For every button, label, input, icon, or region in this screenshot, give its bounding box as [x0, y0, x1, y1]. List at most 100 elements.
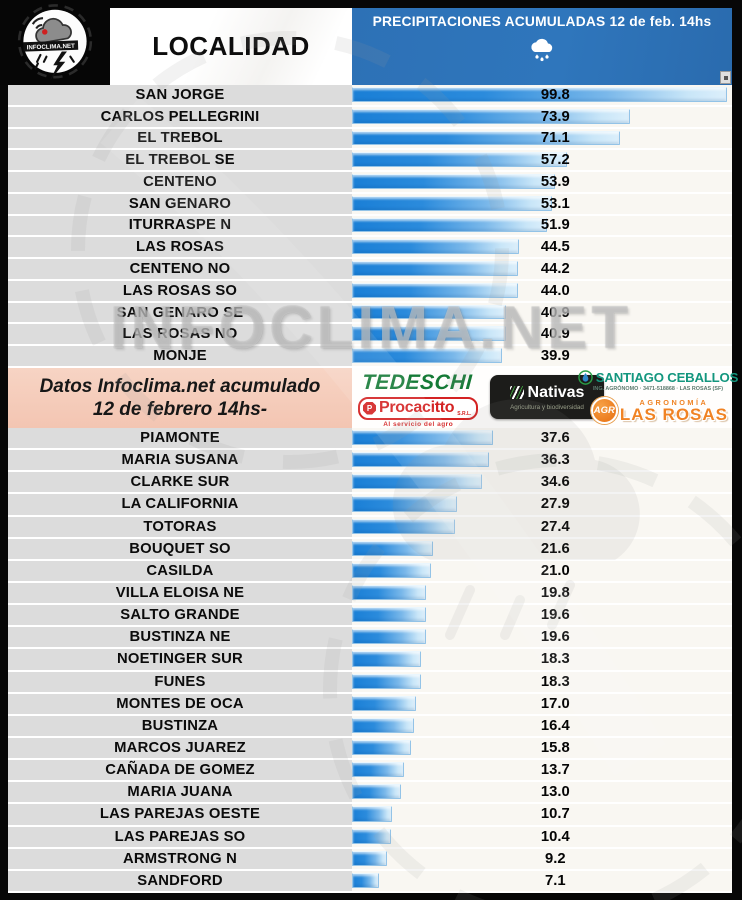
locality-label: LAS PAREJAS OESTE [8, 804, 352, 827]
precip-bar [352, 806, 393, 822]
chart-cell: 44.0 [352, 280, 732, 303]
bar-value: 44.0 [540, 282, 570, 299]
table-header: LOCALIDAD PRECIPITACIONES ACUMULADAS 12 … [8, 8, 732, 85]
nativas-leaf-icon [509, 386, 524, 399]
chart-cell: 13.7 [352, 760, 732, 783]
precip-bar [352, 195, 552, 211]
precip-bar [352, 872, 379, 888]
precip-bar [352, 584, 427, 601]
svg-text:INFOCLIMA.NET: INFOCLIMA.NET [27, 42, 76, 51]
precip-bar [352, 108, 631, 124]
locality-label: VILLA ELOISA NE [8, 582, 352, 606]
scroll-button[interactable] [720, 71, 731, 84]
chart-cell: 99.8 [352, 85, 732, 107]
table-row: MARCOS JUAREZ 15.8 [8, 737, 732, 761]
table-row: MONJE 39.9 [8, 346, 732, 368]
chart-cell: 15.8 [352, 737, 732, 761]
locality-label: SAN JORGE [8, 85, 352, 107]
chart-cell: 10.7 [352, 804, 732, 827]
bar-value: 53.1 [540, 195, 570, 212]
chart-cell: 19.6 [352, 627, 732, 650]
chart-cell: 44.5 [352, 237, 732, 260]
agr-las-rosas-logo: AGR AGRONOMÍA LAS ROSAS [590, 397, 728, 424]
table-row: MARIA SUSANA 36.3 [8, 450, 732, 473]
bar-value: 18.3 [540, 673, 570, 690]
precip-table-top: SAN JORGE 99.8 CARLOS PELLEGRINI 73.9 EL… [8, 85, 732, 368]
bar-value: 15.8 [540, 740, 570, 757]
precip-bar [352, 717, 414, 733]
data-note-line2: 12 de febrero 14hs- [92, 399, 268, 420]
precip-bar [352, 828, 392, 844]
table-row: FUNES 18.3 [8, 671, 732, 694]
table-row: SALTO GRANDE 19.6 [8, 605, 732, 628]
table-row: BUSTINZA NE 19.6 [8, 627, 732, 650]
locality-label: BUSTINZA NE [8, 627, 352, 650]
table-row: LAS ROSAS 44.5 [8, 237, 732, 260]
locality-label: SAN GENARO [8, 193, 352, 216]
chart-cell: 7.1 [352, 870, 732, 893]
table-row: PIAMONTE 37.6 [8, 428, 732, 451]
bar-value: 10.4 [540, 828, 570, 845]
table-row: SANDFORD 7.1 [8, 870, 732, 893]
table-row: MONTES DE OCA 17.0 [8, 693, 732, 716]
bar-value: 99.8 [540, 86, 570, 103]
locality-label: SAN GENARO SE [8, 302, 352, 325]
chart-cell: 13.0 [352, 782, 732, 805]
locality-label: NOETINGER SUR [8, 649, 352, 672]
precip-bar [352, 174, 555, 189]
data-note: Datos Infoclima.net acumulado 12 de febr… [8, 368, 352, 428]
bar-value: 73.9 [540, 108, 570, 125]
precip-bar [352, 430, 494, 446]
precipitation-header-cell: PRECIPITACIONES ACUMULADAS 12 de feb. 14… [352, 8, 732, 85]
bar-value: 10.7 [540, 806, 570, 823]
bar-value: 44.2 [540, 261, 570, 277]
precip-bar [352, 518, 456, 534]
table-row: EL TREBOL 71.1 [8, 128, 732, 151]
ceballos-tagline: ING. AGRÓNOMO · 3471-518868 · LAS ROSAS … [592, 386, 724, 392]
chart-cell: 40.9 [352, 324, 732, 347]
bar-value: 13.0 [540, 784, 570, 801]
precip-bar [352, 152, 568, 168]
chart-cell: 36.3 [352, 450, 732, 473]
locality-label: LA CALIFORNIA [8, 494, 352, 517]
precip-bar [352, 348, 503, 363]
bar-value: 37.6 [540, 430, 570, 447]
lightning-icon [49, 51, 67, 81]
bar-value: 57.2 [540, 152, 570, 169]
bar-value: 9.2 [545, 850, 566, 867]
ceballos-logo: SANTIAGO CEBALLOS ING. AGRÓNOMO · 3471-5… [577, 370, 738, 392]
tedeschi-logo: TEDESCHI [361, 371, 474, 394]
infoclima-logo: INFOCLIMA.NET [0, 0, 110, 85]
water-drop-icon [577, 370, 593, 385]
locality-header-label: LOCALIDAD [152, 31, 310, 61]
procacitto-logo: P Procacitto S.R.L. Al servicio del agro [358, 397, 479, 428]
precip-bar [352, 452, 489, 468]
bar-value: 40.9 [540, 326, 570, 343]
bar-value: 18.3 [540, 651, 570, 668]
bar-value: 21.6 [540, 540, 570, 557]
precip-bar [352, 217, 548, 233]
locality-label: PIAMONTE [8, 428, 352, 451]
locality-label: CASILDA [8, 560, 352, 583]
report-canvas: LOCALIDAD PRECIPITACIONES ACUMULADAS 12 … [8, 8, 738, 893]
bar-value: 16.4 [540, 717, 570, 734]
bar-value: 27.4 [540, 518, 570, 535]
table-row: SAN GENARO SE 40.9 [8, 302, 732, 325]
table-row: LAS PAREJAS OESTE 10.7 [8, 804, 732, 827]
procacitto-srl: S.R.L. [457, 411, 472, 417]
chart-cell: 27.4 [352, 516, 732, 539]
table-row: CENTENO NO 44.2 [8, 259, 732, 281]
bar-value: 34.6 [540, 474, 570, 491]
precip-table-bottom: PIAMONTE 37.6 MARIA SUSANA 36.3 CLARKE S… [8, 428, 732, 893]
locality-label: MARIA SUSANA [8, 450, 352, 473]
ceballos-name: SANTIAGO CEBALLOS [595, 370, 739, 385]
locality-label: EL TREBOL SE [8, 150, 352, 173]
procacitto-octagon-icon: P [363, 401, 376, 415]
table-row: CAÑADA DE GOMEZ 13.7 [8, 760, 732, 783]
bar-value: 19.6 [540, 607, 570, 624]
table-row: SAN GENARO 53.1 [8, 193, 732, 216]
precip-bar [352, 850, 387, 866]
chart-cell: 37.6 [352, 428, 732, 451]
chart-cell: 53.1 [352, 193, 732, 216]
table-row: CLARKE SUR 34.6 [8, 472, 732, 495]
